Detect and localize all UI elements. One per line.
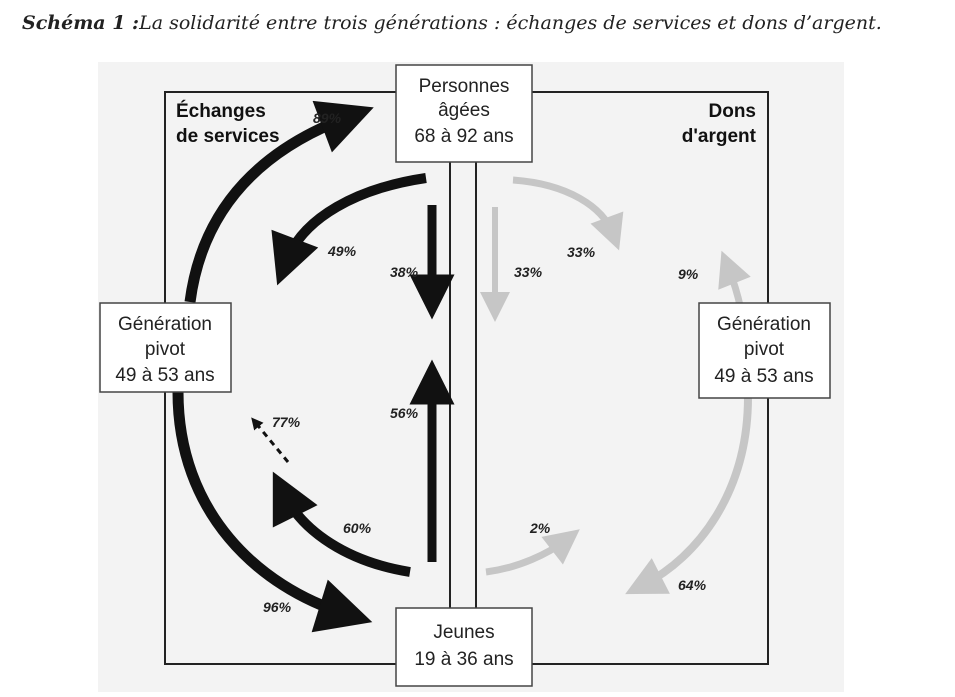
money-arrow-young-to-pivot (485, 529, 580, 576)
box-pivot-left-line1: Génération (118, 314, 212, 335)
box-pivot-left-line2: pivot (145, 339, 186, 360)
figure-caption: Schéma 1 :La solidarité entre trois géné… (22, 12, 882, 34)
money-title-line1: Dons (709, 101, 757, 122)
services-title-line1: Échanges (176, 100, 266, 122)
box-elderly-line2: âgées (438, 100, 490, 121)
box-young-line2: 19 à 36 ans (414, 649, 513, 670)
solidarity-diagram: Échanges de services Dons d'argent 89% 4… (98, 62, 844, 692)
services-arrows (172, 100, 455, 633)
box-pivot-left: Génération pivot 49 à 53 ans (99, 302, 232, 393)
box-pivot-right-line2: pivot (744, 339, 785, 360)
box-pivot-left-line3: 49 à 53 ans (115, 365, 214, 386)
box-elderly-line1: Personnes (419, 76, 510, 97)
box-pivot-right-line3: 49 à 53 ans (714, 366, 813, 387)
arrow-pivot-to-young (172, 391, 373, 633)
pct-money-elderly-to-young: 33% (514, 264, 543, 280)
arrow-pivot-to-elderly (184, 100, 374, 303)
pct-money-pivot-to-elderly: 9% (678, 266, 699, 282)
box-elderly: Personnes âgées 68 à 92 ans (395, 64, 533, 163)
pct-young-to-pivot-dashed: 77% (272, 414, 301, 430)
pct-young-to-pivot: 60% (343, 520, 372, 536)
money-arrow-elderly-to-pivot (512, 176, 624, 251)
box-pivot-right-line1: Génération (717, 314, 811, 335)
arrow-young-to-pivot-dashed (251, 417, 290, 463)
money-arrow-pivot-to-young (625, 396, 752, 595)
pct-money-elderly-to-pivot: 33% (567, 244, 596, 260)
pct-money-pivot-to-young: 64% (678, 577, 707, 593)
arrow-young-to-pivot (272, 471, 411, 577)
pct-elderly-to-pivot: 49% (327, 243, 357, 259)
box-young-line1: Jeunes (433, 622, 494, 643)
box-pivot-right: Génération pivot 49 à 53 ans (698, 302, 831, 399)
money-title-line2: d'argent (682, 126, 757, 147)
caption-text: La solidarité entre trois générations : … (139, 12, 882, 34)
diagram-canvas: Échanges de services Dons d'argent 89% 4… (99, 64, 831, 687)
pct-pivot-to-elderly: 89% (313, 110, 342, 126)
box-young: Jeunes 19 à 36 ans (395, 607, 533, 687)
pct-young-to-elderly: 56% (390, 405, 419, 421)
services-title-line2: de services (176, 126, 280, 147)
pct-money-young-to-pivot: 2% (529, 520, 551, 536)
caption-lead: Schéma 1 : (22, 12, 140, 34)
pct-elderly-to-young: 38% (390, 264, 419, 280)
box-elderly-line3: 68 à 92 ans (414, 126, 513, 147)
arrow-elderly-to-pivot (271, 173, 427, 286)
pct-pivot-to-young: 96% (263, 599, 292, 615)
